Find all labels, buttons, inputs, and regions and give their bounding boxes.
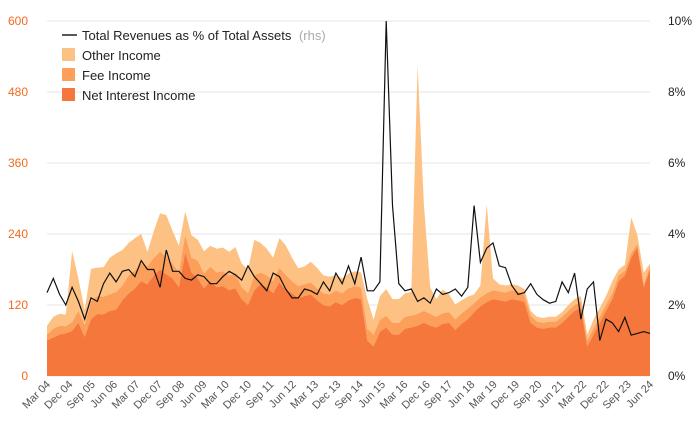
legend-fee-label: Fee Income: [82, 68, 151, 83]
other-income-area: [47, 65, 650, 341]
left-axis-ticks: 0 120 240 360 480 600: [8, 14, 28, 383]
left-tick-label: 480: [8, 85, 28, 99]
right-axis-ticks: 0% 2% 4% 6% 8% 10%: [668, 14, 692, 383]
legend-nii-swatch: [62, 88, 75, 101]
legend-line-text: Total Revenues as % of Total Assets: [82, 28, 292, 43]
right-tick-label: 8%: [668, 85, 686, 99]
left-tick-label: 120: [8, 298, 28, 312]
right-tick-label: 0%: [668, 369, 686, 383]
legend: Total Revenues as % of Total Assets (rhs…: [62, 28, 326, 103]
stacked-areas: [47, 65, 650, 376]
left-tick-label: 360: [8, 156, 28, 170]
right-tick-label: 4%: [668, 227, 686, 241]
right-tick-label: 2%: [668, 298, 686, 312]
legend-other-swatch: [62, 48, 75, 61]
left-tick-label: 600: [8, 14, 28, 28]
legend-fee-swatch: [62, 68, 75, 81]
legend-nii-label: Net Interest Income: [82, 88, 195, 103]
left-tick-label: 240: [8, 227, 28, 241]
legend-rhs-text: (rhs): [299, 28, 326, 43]
fee-income-area: [47, 235, 650, 347]
total-revenues-line: [46, 20, 651, 341]
right-tick-label: 6%: [668, 156, 686, 170]
legend-line-label: Total Revenues as % of Total Assets (rhs…: [82, 28, 326, 43]
legend-other-label: Other Income: [82, 48, 161, 63]
left-tick-label: 0: [21, 369, 28, 383]
right-tick-label: 10%: [668, 14, 692, 28]
net-interest-income-area: [47, 247, 650, 376]
